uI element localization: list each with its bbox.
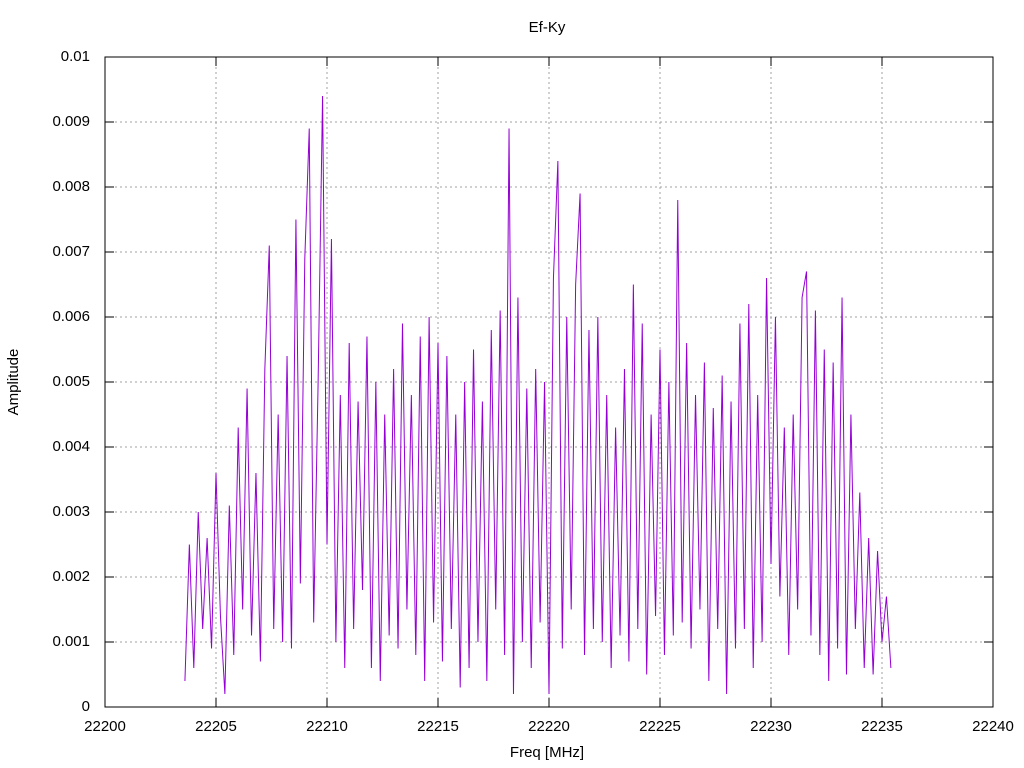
- x-tick-label: 22240: [972, 718, 1014, 735]
- x-tick-label: 22235: [861, 718, 903, 735]
- data-line: [184, 95, 892, 695]
- x-tick-label: 22200: [84, 718, 126, 735]
- y-tick-label: 0.007: [52, 243, 90, 260]
- x-tick-label: 22225: [639, 718, 681, 735]
- y-tick-label: 0.009: [52, 113, 90, 130]
- y-tick-label: 0.006: [52, 308, 90, 325]
- x-tick-label: 22205: [195, 718, 237, 735]
- x-tick-label: 22210: [306, 718, 348, 735]
- y-tick-label: 0.001: [52, 633, 90, 650]
- y-tick-label: 0.004: [52, 438, 90, 455]
- y-tick-label: 0.005: [52, 373, 90, 390]
- y-tick-label: 0.003: [52, 503, 90, 520]
- plot-border: [104, 56, 994, 708]
- y-tick-label: 0.01: [61, 48, 90, 65]
- y-tick-label: 0.008: [52, 178, 90, 195]
- x-axis-label: Freq [MHz]: [510, 744, 584, 761]
- y-axis-label: Amplitude: [5, 349, 22, 416]
- chart-title: Ef-Ky: [529, 19, 566, 36]
- y-tick-label: 0: [82, 698, 90, 715]
- x-tick-label: 22220: [528, 718, 570, 735]
- x-tick-label: 22215: [417, 718, 459, 735]
- y-tick-label: 0.002: [52, 568, 90, 585]
- x-tick-label: 22230: [750, 718, 792, 735]
